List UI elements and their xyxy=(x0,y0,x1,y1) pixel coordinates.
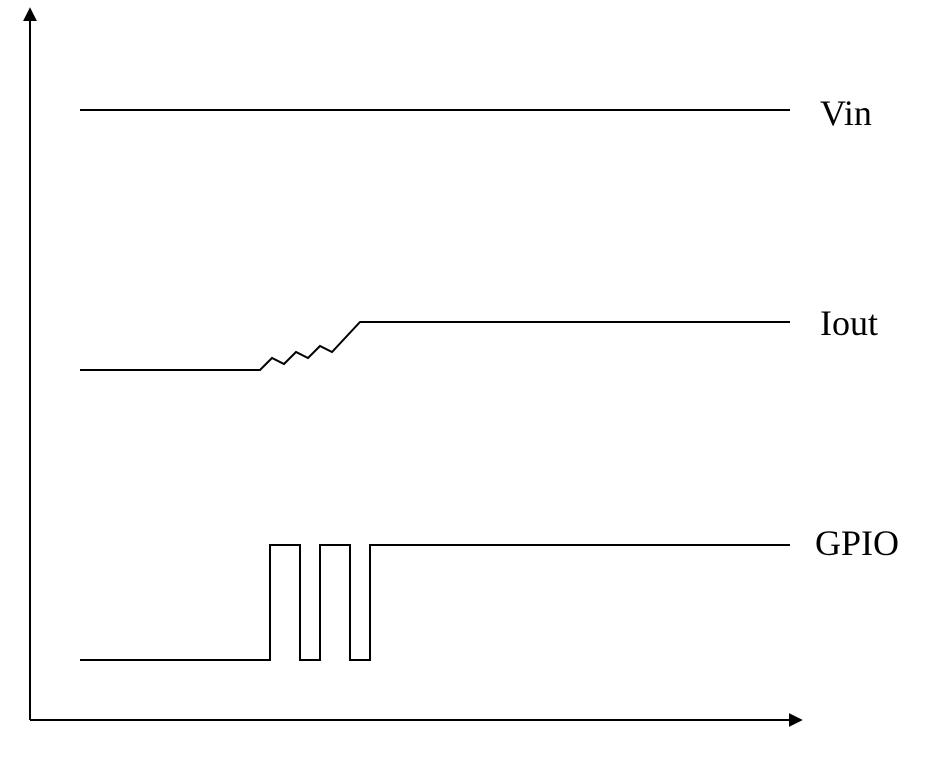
signal-label-gpio: GPIO xyxy=(815,522,899,564)
signal-label-vin: Vin xyxy=(820,92,872,134)
signal-label-iout: Iout xyxy=(820,302,878,344)
timing-diagram-container: Vin Iout GPIO xyxy=(0,0,943,762)
timing-diagram-svg xyxy=(0,0,943,762)
signal-path-iout xyxy=(80,322,790,370)
signal-path-gpio xyxy=(80,545,790,660)
